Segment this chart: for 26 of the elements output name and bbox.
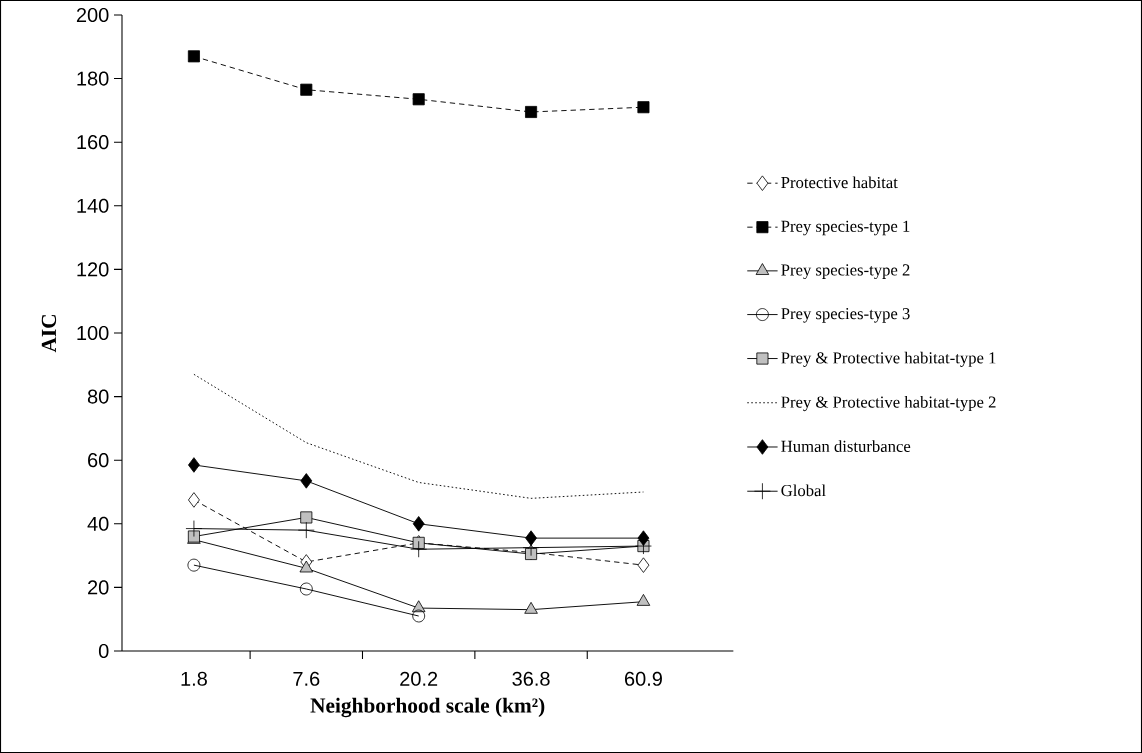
legend-label: Prey species-type 1 [781,220,910,236]
legend-label: Human disturbance [781,440,911,452]
y-tick-label: 120 [77,262,109,277]
y-axis-title: AIC [41,315,57,353]
x-axis-title: Neighborhood scale (km²) [310,697,545,718]
x-tick-label: 20.2 [400,671,438,686]
y-tick-label: 40 [87,516,109,531]
legend-label: Global [781,484,826,497]
legend-label: Prey species-type 3 [781,308,910,323]
y-tick-label: 0 [98,643,109,659]
x-tick-label: 60.9 [625,671,662,686]
x-tick-label: 36.8 [512,671,550,686]
y-tick-label: 100 [77,325,109,341]
y-tick-label: 160 [77,135,109,150]
legend-label: Prey species-type 2 [781,264,910,279]
y-tick-label: 60 [88,453,109,468]
x-tick-label: 7.6 [293,671,320,686]
y-tick-label: 140 [77,198,109,213]
legend-label: Protective habitat [781,176,898,189]
legend-label: Prey & Protective habitat-type 2 [781,395,996,412]
x-tick-label: 1.8 [181,671,207,686]
y-tick-label: 200 [76,7,109,23]
y-tick-label: 180 [77,71,109,86]
y-tick-label: 80 [87,389,109,404]
legend-label: Prey & Protective habitat-type 1 [781,351,996,367]
y-tick-label: 20 [88,580,109,595]
